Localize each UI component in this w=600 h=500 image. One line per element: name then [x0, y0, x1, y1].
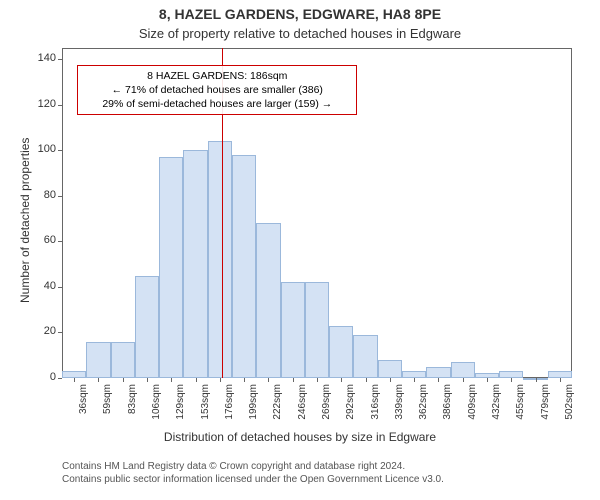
- x-tick-label: 36sqm: [78, 384, 89, 434]
- annotation-line: ← 71% of detached houses are smaller (38…: [84, 83, 350, 97]
- x-tick-mark: [438, 378, 439, 382]
- y-tick-mark: [58, 196, 62, 197]
- x-tick-label: 386sqm: [442, 384, 453, 434]
- y-tick-label: 60: [28, 234, 56, 246]
- x-axis-label: Distribution of detached houses by size …: [0, 430, 600, 444]
- x-tick-mark: [171, 378, 172, 382]
- x-tick-mark: [147, 378, 148, 382]
- x-tick-mark: [487, 378, 488, 382]
- x-tick-label: 246sqm: [297, 384, 308, 434]
- histogram-bar: [232, 155, 256, 378]
- x-tick-label: 106sqm: [151, 384, 162, 434]
- histogram-bar: [256, 223, 280, 378]
- histogram-bar: [208, 141, 232, 378]
- histogram-bar: [402, 371, 426, 378]
- histogram-bar: [159, 157, 183, 378]
- y-tick-mark: [58, 241, 62, 242]
- x-tick-mark: [511, 378, 512, 382]
- chart-subtitle: Size of property relative to detached ho…: [0, 26, 600, 41]
- x-tick-mark: [341, 378, 342, 382]
- chart-title: 8, HAZEL GARDENS, EDGWARE, HA8 8PE: [0, 6, 600, 22]
- x-tick-label: 339sqm: [394, 384, 405, 434]
- x-tick-mark: [244, 378, 245, 382]
- x-tick-label: 455sqm: [515, 384, 526, 434]
- y-tick-label: 40: [28, 280, 56, 292]
- y-tick-label: 20: [28, 325, 56, 337]
- y-tick-mark: [58, 59, 62, 60]
- x-tick-label: 432sqm: [491, 384, 502, 434]
- x-tick-mark: [268, 378, 269, 382]
- histogram-bar: [111, 342, 135, 378]
- histogram-bar: [451, 362, 475, 378]
- y-tick-label: 100: [28, 143, 56, 155]
- y-tick-mark: [58, 287, 62, 288]
- histogram-bar: [378, 360, 402, 378]
- histogram-bar: [329, 326, 353, 378]
- x-tick-label: 409sqm: [467, 384, 478, 434]
- x-tick-mark: [536, 378, 537, 382]
- histogram-bar: [305, 282, 329, 378]
- x-tick-mark: [74, 378, 75, 382]
- annotation-line: 8 HAZEL GARDENS: 186sqm: [84, 69, 350, 83]
- annotation-box: 8 HAZEL GARDENS: 186sqm← 71% of detached…: [77, 65, 357, 116]
- x-tick-mark: [196, 378, 197, 382]
- histogram-bar: [86, 342, 110, 378]
- x-tick-mark: [463, 378, 464, 382]
- y-tick-mark: [58, 378, 62, 379]
- x-tick-mark: [560, 378, 561, 382]
- annotation-line: 29% of semi-detached houses are larger (…: [84, 97, 350, 111]
- x-tick-mark: [98, 378, 99, 382]
- y-tick-mark: [58, 150, 62, 151]
- x-tick-mark: [317, 378, 318, 382]
- histogram-bar: [281, 282, 305, 378]
- x-tick-label: 59sqm: [102, 384, 113, 434]
- x-tick-mark: [390, 378, 391, 382]
- histogram-bar: [353, 335, 377, 378]
- x-tick-label: 153sqm: [200, 384, 211, 434]
- x-tick-mark: [366, 378, 367, 382]
- x-tick-label: 83sqm: [127, 384, 138, 434]
- x-tick-label: 362sqm: [418, 384, 429, 434]
- x-tick-mark: [123, 378, 124, 382]
- y-tick-label: 80: [28, 189, 56, 201]
- y-axis-label: Number of detached properties: [18, 138, 32, 303]
- histogram-bar: [135, 276, 159, 378]
- x-tick-label: 199sqm: [248, 384, 259, 434]
- x-tick-label: 176sqm: [224, 384, 235, 434]
- histogram-bar: [548, 371, 572, 378]
- x-tick-label: 502sqm: [564, 384, 575, 434]
- x-tick-label: 129sqm: [175, 384, 186, 434]
- y-tick-label: 0: [28, 371, 56, 383]
- y-tick-label: 140: [28, 52, 56, 64]
- footer-line: Contains HM Land Registry data © Crown c…: [62, 460, 405, 473]
- histogram-bar: [183, 150, 207, 378]
- histogram-bar: [62, 371, 86, 378]
- y-tick-mark: [58, 332, 62, 333]
- x-tick-label: 292sqm: [345, 384, 356, 434]
- x-tick-label: 222sqm: [272, 384, 283, 434]
- x-tick-label: 316sqm: [370, 384, 381, 434]
- histogram-bar: [499, 371, 523, 378]
- x-tick-mark: [414, 378, 415, 382]
- y-tick-mark: [58, 105, 62, 106]
- footer-line: Contains public sector information licen…: [62, 473, 444, 486]
- histogram-bar: [426, 367, 450, 378]
- x-tick-label: 479sqm: [540, 384, 551, 434]
- x-tick-label: 269sqm: [321, 384, 332, 434]
- x-tick-mark: [293, 378, 294, 382]
- x-tick-mark: [220, 378, 221, 382]
- y-tick-label: 120: [28, 98, 56, 110]
